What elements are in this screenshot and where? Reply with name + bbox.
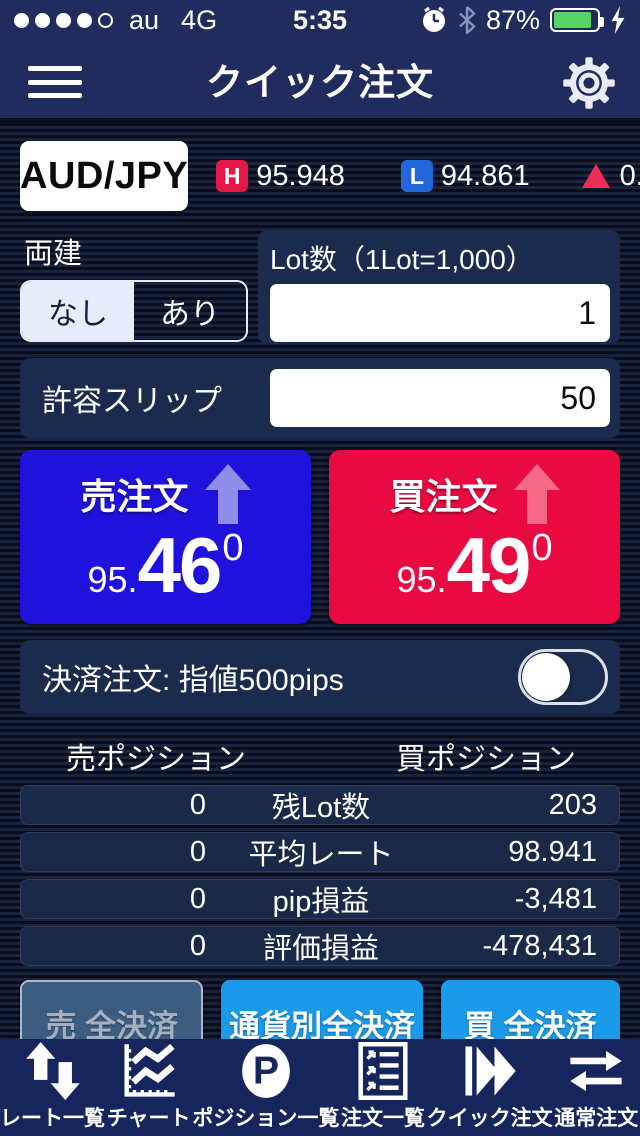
tab-position-list[interactable]: P ポジション一覧	[192, 1039, 339, 1136]
buy-lot-value: 203	[548, 788, 597, 821]
tab-chart[interactable]: チャート	[105, 1039, 192, 1136]
high-value: 95.948	[256, 159, 345, 192]
buy-order-button[interactable]: 買注文 95. 49 0	[329, 450, 620, 624]
buy-position-header: 買ポジション	[396, 743, 576, 776]
normal-order-icon	[568, 1039, 624, 1102]
table-row-avg-rate: 0 平均レート 98.941	[20, 832, 620, 872]
low-value: 94.861	[440, 159, 530, 192]
lot-label: Lot数（1Lot=1,000）	[270, 244, 534, 275]
row-label: 評価損益	[262, 933, 379, 965]
slip-panel: 許容スリップ 50	[20, 358, 620, 438]
row-label: 平均レート	[248, 839, 394, 871]
slip-input[interactable]: 50	[270, 369, 610, 427]
sell-order-label: 売注文	[80, 476, 189, 517]
settlement-panel: 決済注文: 指値500pips	[20, 640, 620, 714]
main-content: AUD/JPY H 95.948 L 94.861 0.115 両建 なし あり…	[0, 130, 640, 1066]
header: クイック注文	[0, 40, 640, 124]
tab-normal-order[interactable]: 通常注文	[553, 1039, 640, 1136]
pair-row: AUD/JPY H 95.948 L 94.861 0.115	[20, 136, 640, 216]
settlement-toggle[interactable]	[518, 649, 608, 705]
quick-order-icon	[462, 1039, 518, 1102]
bluetooth-icon	[459, 6, 476, 34]
rate-list-icon	[25, 1039, 80, 1102]
sell-position-header: 売ポジション	[66, 743, 246, 776]
menu-icon[interactable]	[28, 60, 82, 104]
buy-avg-rate-value: 98.941	[508, 835, 597, 868]
buy-arrow-up-icon	[513, 464, 560, 524]
buy-eval-pl-value: -478,431	[482, 929, 598, 962]
status-bar: au 4G 5:35 87%	[0, 0, 640, 40]
hedge-option-yes[interactable]: あり	[160, 298, 220, 331]
low-badge-icon: L	[400, 160, 433, 192]
sell-arrow-up-icon	[204, 464, 251, 524]
order-list-icon	[357, 1039, 409, 1102]
clock-time: 5:35	[292, 4, 348, 35]
tab-bar: レート一覧 チャート P ポジション一覧	[0, 1039, 640, 1136]
toggle-knob	[522, 653, 570, 701]
row-label: pip損益	[272, 886, 370, 918]
tab-order-list[interactable]: 注文一覧	[339, 1039, 426, 1136]
sell-eval-pl-value: 0	[189, 929, 206, 962]
table-row-pip-pl: 0 pip損益 -3,481	[20, 879, 620, 919]
table-row-eval-pl: 0 評価損益 -478,431	[20, 926, 620, 966]
settings-gear-icon[interactable]	[562, 56, 616, 110]
tab-quick-order[interactable]: クイック注文	[427, 1039, 553, 1136]
svg-text:P: P	[253, 1048, 279, 1092]
buy-pip-pl-value: -3,481	[514, 882, 597, 915]
battery-percent-label: 87%	[485, 4, 540, 35]
settlement-label: 決済注文: 指値500pips	[42, 664, 344, 697]
carrier-label: au	[129, 4, 160, 35]
table-row-lot: 0 残Lot数 203	[20, 785, 620, 825]
change-up-triangle-icon	[581, 164, 610, 188]
page-title: クイック注文	[206, 62, 434, 103]
sell-avg-rate-value: 0	[189, 835, 206, 868]
hedge-label: 両建	[24, 238, 83, 270]
charging-icon	[611, 6, 625, 34]
alarm-icon	[422, 6, 445, 32]
slip-label: 許容スリップ	[42, 385, 222, 418]
chart-icon	[121, 1039, 177, 1102]
change-value: 0.115	[619, 159, 640, 192]
hedge-segmented-control: なし あり	[20, 280, 248, 342]
sell-lot-value: 0	[189, 788, 206, 821]
battery-icon	[550, 8, 604, 32]
position-list-icon: P	[238, 1039, 294, 1102]
sell-price: 95. 46 0	[87, 521, 244, 609]
network-label: 4G	[181, 4, 218, 35]
buy-price: 95. 49 0	[396, 521, 553, 609]
sell-order-button[interactable]: 売注文 95. 46 0	[20, 450, 311, 624]
buy-order-label: 買注文	[389, 476, 498, 517]
currency-pair-selector[interactable]: AUD/JPY	[20, 141, 189, 211]
lot-input[interactable]: 1	[270, 284, 610, 342]
lot-panel: Lot数（1Lot=1,000） 1	[258, 230, 620, 344]
row-label: 残Lot数	[271, 792, 371, 824]
hedge-option-none[interactable]: なし	[22, 282, 134, 340]
high-badge-icon: H	[216, 160, 249, 192]
signal-strength-icon	[14, 12, 113, 28]
tab-rate-list[interactable]: レート一覧	[0, 1039, 105, 1136]
sell-pip-pl-value: 0	[189, 882, 206, 915]
